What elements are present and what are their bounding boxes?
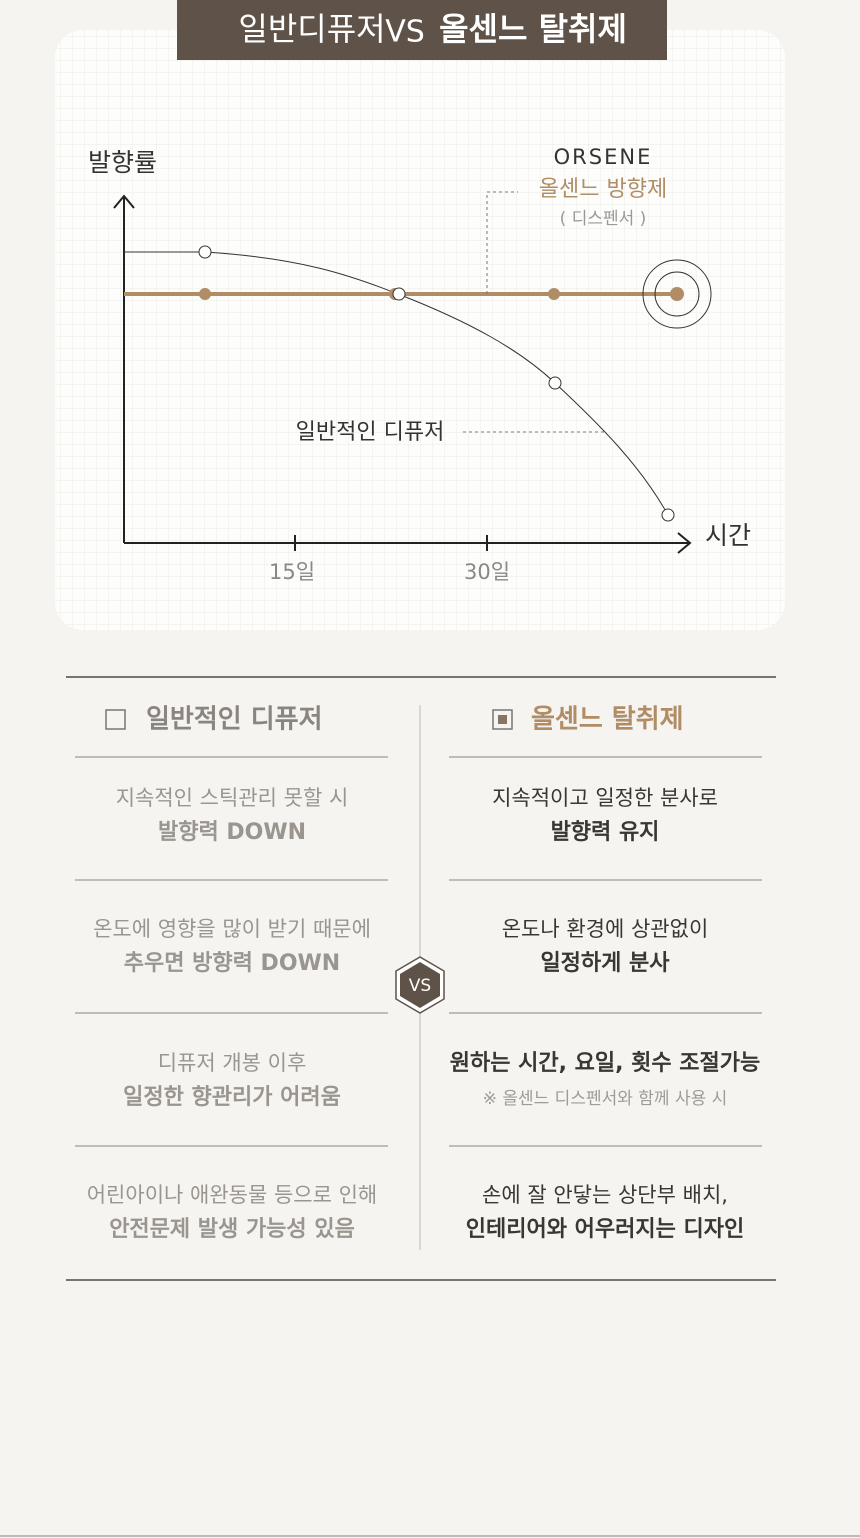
- right-line-bold: 인테리어와 어우러지는 디자인: [466, 1217, 744, 1242]
- diffuser-dot: [661, 508, 675, 522]
- diffuser-dot: [198, 245, 212, 259]
- brand: ORSENE: [554, 145, 653, 169]
- right-note: ※ 올센느 디스펜서와 함께 사용 시: [483, 1089, 728, 1109]
- left-line-bold: 발향력 DOWN: [158, 820, 306, 845]
- left-line: 디퓨저 개봉 이후: [158, 1051, 307, 1075]
- y-axis-label: 발향률: [88, 148, 157, 177]
- left-title: 일반적인 디퓨저: [146, 705, 323, 735]
- right-line-bold: 일정하게 분사: [540, 951, 670, 976]
- orsene-dot: [199, 288, 211, 300]
- right-title: 올센느 탈취제: [531, 705, 684, 735]
- right-line-bold: 원하는 시간, 요일, 횟수 조절가능: [450, 1051, 760, 1076]
- x-arrow: [677, 532, 692, 554]
- checkbox: [105, 709, 126, 730]
- left-line: 지속적인 스틱관리 못할 시: [116, 786, 349, 810]
- diffuser-dot: [392, 287, 406, 301]
- left-line-bold: 추우면 방향력 DOWN: [124, 951, 340, 976]
- right-line: 온도나 환경에 상관없이: [502, 917, 709, 941]
- title-right: 올센느 탈취제: [439, 10, 627, 48]
- left-line: 어린아이나 애완동물 등으로 인해: [87, 1183, 378, 1207]
- target-ring: [654, 271, 700, 317]
- target-ring: [642, 259, 712, 329]
- diffuser-curve: [124, 251, 669, 516]
- x-axis-label: 시간: [705, 521, 751, 550]
- x-tick-label: 15일: [269, 560, 315, 584]
- y-arrow: [113, 194, 135, 209]
- orsene-dot: [670, 287, 684, 301]
- checkbox-fill: [498, 715, 507, 724]
- orsene-sub: ( 디스펜서 ): [560, 209, 647, 229]
- x-tick-label: 30일: [464, 560, 510, 584]
- title-vs: VS: [385, 15, 425, 50]
- diffuser-label: 일반적인 디퓨저: [296, 420, 445, 445]
- vs-badge: [400, 962, 440, 1008]
- left-line-bold: 일정한 향관리가 어려움: [123, 1085, 341, 1110]
- right-line: 지속적이고 일정한 분사로: [492, 786, 718, 810]
- orsene-label: 올센느 방향제: [539, 177, 667, 202]
- right-line-bold: 발향력 유지: [551, 820, 660, 845]
- leader-line: [486, 191, 518, 294]
- checkbox: [492, 709, 513, 730]
- right-line: 손에 잘 안닿는 상단부 배치,: [482, 1183, 728, 1207]
- vs-label: VS: [409, 976, 431, 996]
- left-line-bold: 안전문제 발생 가능성 있음: [109, 1217, 355, 1242]
- title-band: [177, 0, 667, 60]
- left-line: 온도에 영향을 많이 받기 때문에: [93, 917, 371, 941]
- graph-grid: [55, 30, 785, 630]
- diffuser-dot: [548, 376, 562, 390]
- orsene-dot: [548, 288, 560, 300]
- title-left: 일반디퓨저: [238, 10, 385, 48]
